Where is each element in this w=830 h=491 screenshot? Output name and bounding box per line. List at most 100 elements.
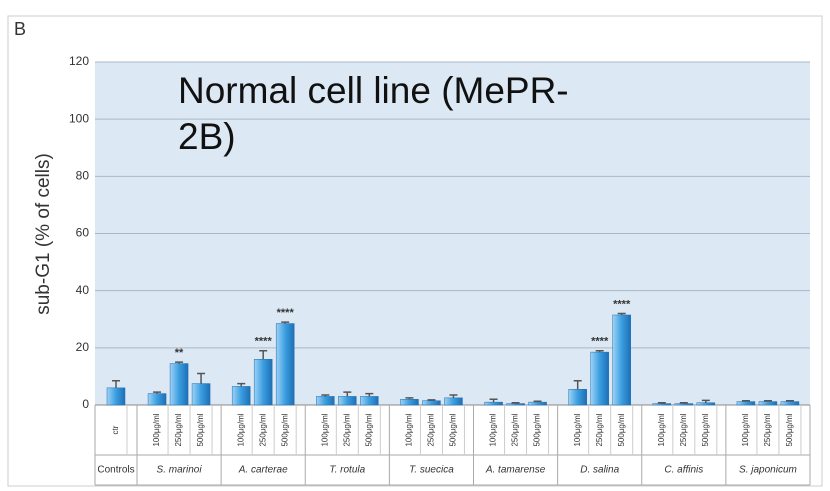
significance-label: ****	[613, 298, 631, 310]
y-tick-label: 120	[69, 54, 89, 68]
error-bar	[343, 391, 352, 397]
bar	[253, 359, 273, 406]
x-tick-label: 100µg/ml	[741, 413, 750, 446]
error-bar	[617, 312, 626, 315]
group-label: S. japonicum	[739, 465, 797, 476]
x-tick-label: 500µg/ml	[785, 413, 794, 446]
bar	[568, 389, 587, 406]
x-tick-label: 250µg/ml	[595, 413, 604, 446]
x-tick-label: 100µg/ml	[236, 413, 245, 446]
x-tick-label: 100µg/ml	[657, 413, 666, 446]
bar	[612, 314, 631, 406]
bar	[506, 403, 525, 406]
x-tick-label: 100µg/ml	[489, 413, 498, 446]
x-tick-label: 250µg/ml	[427, 413, 436, 446]
x-tick-label: 250µg/ml	[342, 413, 351, 446]
bar	[484, 401, 503, 406]
error-bar	[153, 391, 162, 394]
x-tick-label: 500µg/ml	[196, 413, 205, 446]
error-bar	[281, 321, 290, 324]
x-tick-label: 250µg/ml	[174, 413, 183, 446]
bar	[674, 403, 694, 406]
chart-title: Normal cell line (MePR-2B)	[178, 70, 569, 157]
bar	[696, 402, 716, 406]
x-tick-label: 250µg/ml	[511, 413, 520, 446]
bar	[316, 396, 335, 406]
group-label: Controls	[97, 465, 134, 476]
x-tick-label: 100µg/ml	[573, 413, 582, 446]
group-label: T. rotula	[329, 465, 365, 476]
x-tick-label: 250µg/ml	[258, 413, 267, 446]
bar	[338, 396, 357, 406]
error-bar	[365, 392, 374, 397]
bar	[758, 401, 778, 406]
bar	[231, 386, 251, 406]
x-tick-label: 500µg/ml	[617, 413, 626, 446]
group-label: A. tamarense	[485, 465, 546, 476]
x-tick-label: ctr	[111, 425, 120, 434]
x-tick-label: 100µg/ml	[405, 413, 414, 446]
bar	[169, 363, 189, 406]
group-label: C. affinis	[664, 465, 703, 476]
error-bar	[763, 399, 772, 402]
significance-label: ****	[255, 336, 273, 348]
error-bar	[701, 399, 710, 403]
error-bar	[197, 372, 206, 384]
error-bar	[489, 398, 498, 403]
x-tick-label: 500µg/ml	[533, 413, 542, 446]
error-bar	[511, 401, 520, 404]
bar	[780, 401, 800, 406]
error-bar	[533, 400, 542, 403]
x-tick-label: 500µg/ml	[449, 413, 458, 446]
error-bar	[405, 397, 414, 400]
y-tick-label: 60	[76, 226, 90, 240]
error-bar	[785, 399, 794, 402]
y-tick-label: 80	[76, 169, 90, 183]
error-bar	[595, 349, 604, 353]
error-bar	[657, 401, 666, 404]
significance-label: ****	[591, 336, 609, 348]
frame	[7, 15, 823, 487]
bar	[590, 351, 609, 406]
x-tick-label: 250µg/ml	[763, 413, 772, 446]
error-bar	[237, 382, 246, 387]
bar	[422, 400, 441, 406]
bar	[400, 399, 419, 406]
bar	[652, 403, 672, 406]
y-tick-label: 20	[76, 340, 90, 354]
y-tick-label: 100	[69, 111, 89, 125]
x-tick-label: 500µg/ml	[280, 413, 289, 446]
bar	[275, 323, 295, 406]
group-label: S. marinoi	[157, 465, 203, 476]
bar	[736, 401, 756, 406]
group-label: A. carterae	[238, 465, 288, 476]
error-bar	[112, 379, 120, 388]
bar	[147, 393, 167, 406]
significance-label: ****	[277, 307, 295, 319]
group-label: D. salina	[580, 465, 619, 476]
error-bar	[259, 349, 268, 360]
y-tick-label: 0	[82, 397, 89, 411]
bar	[191, 383, 211, 406]
bar	[106, 387, 126, 406]
significance-label: **	[175, 347, 184, 359]
x-tick-label: 250µg/ml	[679, 413, 688, 446]
x-tick-label: 100µg/ml	[320, 413, 329, 446]
x-tick-label: 100µg/ml	[152, 413, 161, 446]
error-bar	[321, 394, 330, 397]
error-bar	[175, 361, 184, 364]
x-tick-label: 500µg/ml	[701, 413, 710, 446]
error-bar	[573, 379, 582, 390]
bar	[528, 401, 547, 406]
x-tick-label: 500µg/ml	[364, 413, 373, 446]
group-label: T. suecica	[409, 465, 454, 476]
error-bar	[449, 394, 458, 398]
panel-label: B	[14, 19, 26, 39]
error-bar	[427, 399, 436, 401]
error-bar	[741, 399, 750, 402]
bar	[360, 396, 379, 406]
error-bar	[679, 401, 688, 404]
y-tick-label: 40	[76, 283, 90, 297]
